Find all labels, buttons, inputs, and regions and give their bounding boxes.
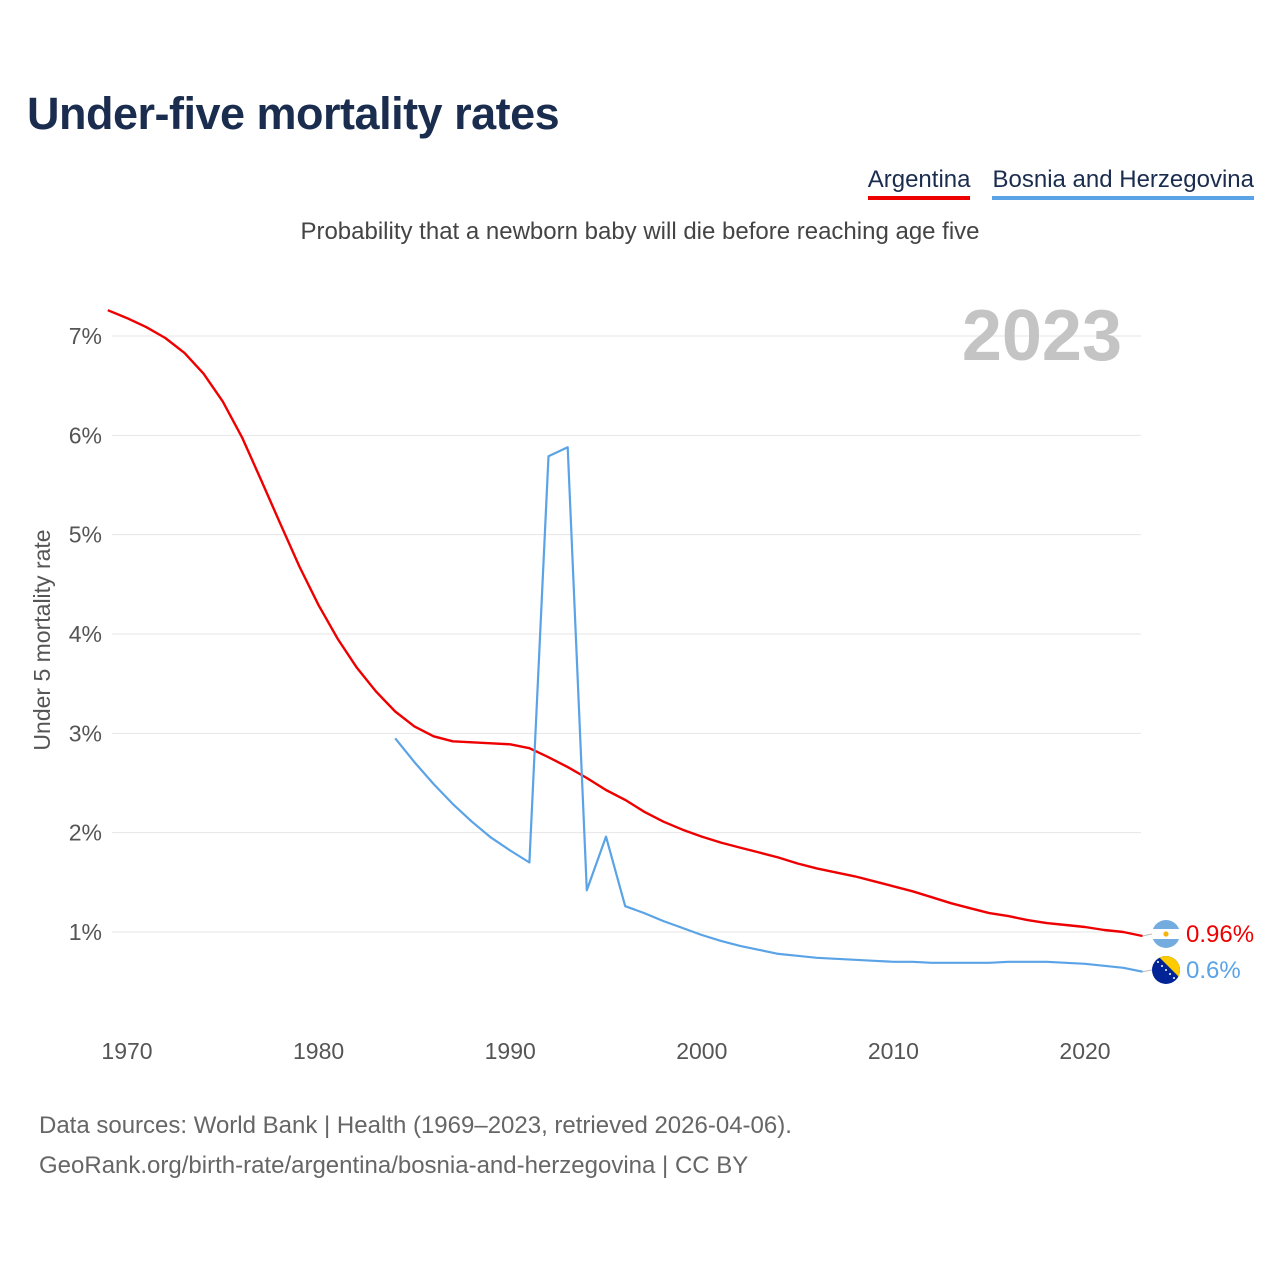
y-tick-label: 2% xyxy=(69,820,102,846)
y-tick-label: 3% xyxy=(69,720,102,746)
y-tick-label: 1% xyxy=(69,919,102,945)
end-label-bosnia: 0.6% xyxy=(1186,957,1241,984)
x-tick-label: 2020 xyxy=(1059,1038,1110,1064)
series-line-argentina xyxy=(107,309,1143,938)
x-tick-label: 2000 xyxy=(676,1038,727,1064)
series-lines xyxy=(107,309,1153,973)
x-tick-label: 1990 xyxy=(485,1038,536,1064)
chart-title: Under-five mortality rates xyxy=(27,88,560,139)
y-tick-label: 5% xyxy=(69,522,102,548)
y-axis-label: Under 5 mortality rate xyxy=(29,529,55,750)
x-tick-label: 1980 xyxy=(293,1038,344,1064)
axis-ticks: 1% 2% 3% 4% 5% 6% 7% 1970 1980 1990 2000 2010 2020 xyxy=(69,323,1111,1064)
x-tick-label: 1970 xyxy=(101,1038,152,1064)
end-connector xyxy=(1142,933,1153,937)
legend-item-bosnia[interactable]: Bosnia and Herzegovina xyxy=(992,166,1254,200)
series-line-bosnia xyxy=(394,446,1143,973)
bosnia-flag-icon xyxy=(1152,956,1180,984)
data-source-note: Data sources: World Bank | Health (1969–… xyxy=(39,1112,792,1139)
y-tick-label: 4% xyxy=(69,621,102,647)
footer: Data sources: World Bank | Health (1969–… xyxy=(39,1106,792,1186)
legend-item-argentina[interactable]: Argentina xyxy=(867,166,971,200)
y-tick-label: 7% xyxy=(69,323,102,349)
x-tick-label: 2010 xyxy=(868,1038,919,1064)
end-connector xyxy=(1142,969,1153,973)
argentina-flag-icon xyxy=(1152,920,1180,948)
y-tick-label: 6% xyxy=(69,422,102,448)
year-watermark: 2023 xyxy=(962,296,1122,376)
grid xyxy=(112,335,1141,933)
end-label-argentina: 0.96% xyxy=(1186,921,1254,948)
source-url-note: GeoRank.org/birth-rate/argentina/bosnia-… xyxy=(39,1152,749,1179)
chart-subtitle: Probability that a newborn baby will die… xyxy=(300,218,980,245)
legend: Argentina Bosnia and Herzegovina xyxy=(867,166,1254,200)
